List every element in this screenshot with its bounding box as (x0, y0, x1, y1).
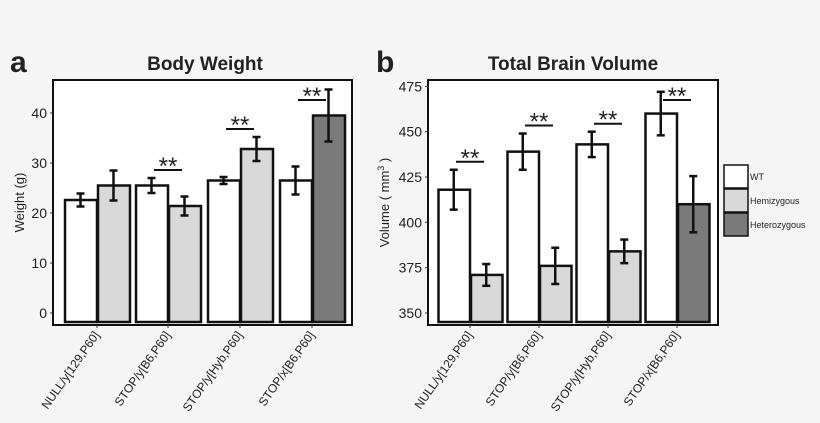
y-axis-label-text: Volume ( mm (377, 171, 392, 248)
y-tick-label: 20 (31, 205, 47, 221)
bar-hemizygous (167, 204, 203, 324)
x-tick-label: STOP/y[Hyb,P60] (180, 329, 246, 414)
legend-label: Hemizygous (750, 196, 800, 206)
chart-title: Total Brain Volume (488, 54, 658, 75)
x-tick-label: NULL/y[129,P60] (412, 329, 476, 412)
chart-title: Body Weight (147, 54, 263, 75)
y-tick-label: 350 (399, 305, 423, 321)
bar-wt (644, 112, 679, 324)
bar-hemizygous (96, 184, 132, 324)
bar-wt (206, 179, 242, 324)
y-axis-label: Volume ( mm3 ) (376, 158, 392, 248)
significance-marker: ** (303, 83, 322, 110)
bar-wt (278, 179, 314, 324)
bar-wt (437, 188, 472, 324)
panel-a: a Body Weight Weight (g) 0 10 20 30 40 NULL/y[12… (10, 46, 353, 414)
bar-wt (506, 150, 541, 324)
x-tick-label: STOP/x[B6,P60] (256, 329, 318, 409)
y-tick-label: 40 (31, 105, 47, 121)
y-tick-label: 0 (39, 305, 47, 321)
significance-marker: ** (159, 153, 178, 180)
legend-swatch-wt (723, 164, 749, 189)
y-tick-label: 425 (399, 169, 423, 185)
x-tick-label: STOP/y[B6,P60] (112, 329, 174, 409)
x-tick-label: NULL/y[129,P60] (39, 329, 103, 412)
significance-marker: ** (231, 112, 250, 139)
x-tick-label: STOP/y[Hyb,P60] (548, 329, 614, 414)
y-tick-label: 30 (31, 155, 47, 171)
x-tick-label: STOP/x[B6,P60] (621, 329, 683, 409)
bar-hemizygous (239, 147, 275, 324)
y-tick-label: 375 (399, 260, 423, 276)
y-tick-label: 10 (31, 255, 47, 271)
bar-hemizygous (607, 250, 642, 324)
legend-swatch-heterozygous (723, 212, 749, 237)
legend-swatch-hemizygous (723, 188, 749, 213)
panel-label: b (376, 46, 394, 79)
y-axis-label-suffix: ) (377, 158, 392, 166)
panel-b: b Total Brain Volume Volume ( mm3 ) 350 375 4… (376, 46, 719, 414)
y-axis-label-superscript: 3 (376, 166, 386, 171)
y-tick-label: 400 (399, 214, 423, 230)
bar-wt (134, 184, 170, 324)
y-axis-label: Weight (g) (12, 173, 27, 233)
bar-wt (575, 143, 610, 324)
significance-marker: ** (599, 107, 618, 134)
significance-marker: ** (530, 109, 549, 136)
legend-label: Heterozygous (750, 220, 806, 230)
significance-marker: ** (668, 83, 687, 110)
bar-heterozygous (311, 114, 347, 324)
bar-wt (63, 198, 99, 324)
legend-label: WT (750, 172, 764, 182)
panel-label: a (10, 46, 27, 79)
y-tick-label: 450 (399, 124, 423, 140)
legend: WT Hemizygous Heterozygous (723, 164, 806, 237)
x-tick-label: STOP/y[B6,P60] (483, 329, 545, 409)
y-tick-label: 475 (399, 78, 423, 94)
y-axis-label-text: Weight (g) (12, 173, 27, 233)
significance-marker: ** (461, 145, 480, 172)
